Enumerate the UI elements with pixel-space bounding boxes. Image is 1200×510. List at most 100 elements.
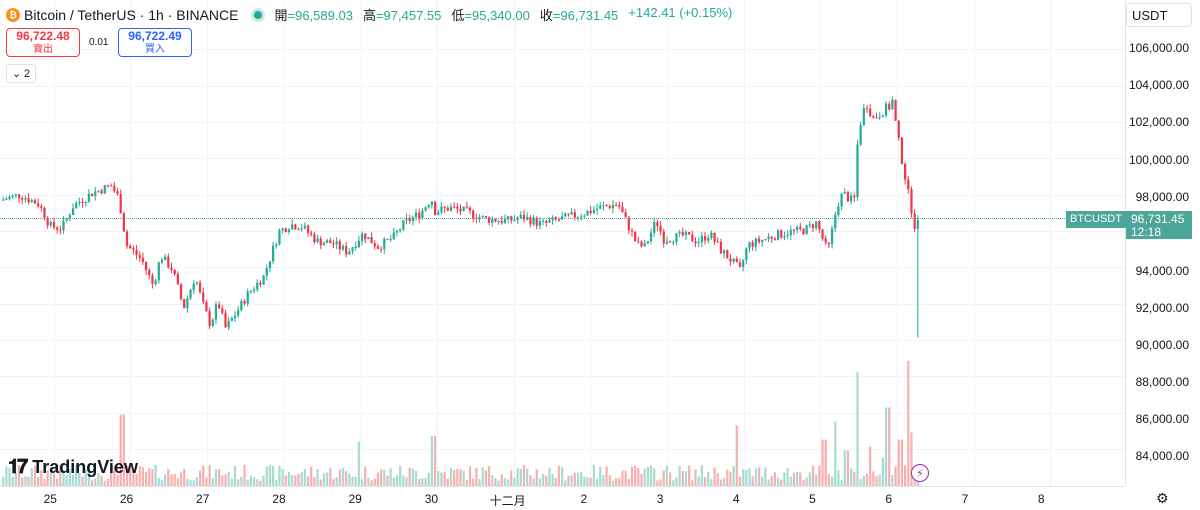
candle [449, 206, 453, 211]
candle [164, 256, 167, 261]
candle [776, 230, 780, 240]
volume-bar [373, 478, 376, 486]
close-label: 收 [539, 8, 553, 23]
volume-bar [824, 439, 827, 486]
candle [773, 238, 777, 240]
settings-icon[interactable]: ⚙ [1156, 490, 1169, 506]
volume-bar [179, 472, 183, 486]
volume-bar [160, 480, 164, 486]
time-tick-label: 30 [424, 492, 439, 506]
candle [481, 215, 484, 218]
volume-bar [751, 476, 754, 486]
lightning-icon[interactable]: ⚡ [911, 464, 929, 482]
volume-bar [75, 464, 78, 486]
candle [364, 233, 367, 240]
volume-bar [437, 470, 440, 486]
indicators-toggle-button[interactable]: ⌄ 2 [6, 64, 36, 83]
candle [827, 242, 830, 244]
volume-bar [370, 480, 373, 486]
volume-bar [716, 473, 719, 486]
volume-bar [189, 480, 192, 486]
volume-bar [46, 470, 49, 486]
volume-bar [297, 474, 300, 486]
volume-bar [478, 479, 481, 486]
candle [65, 218, 68, 221]
volume-bar [872, 471, 875, 486]
countdown-value: 12:18 [1131, 225, 1162, 239]
candle [840, 193, 843, 207]
candle [811, 224, 815, 229]
candle [564, 213, 567, 217]
candle [522, 214, 526, 220]
candle [348, 251, 351, 255]
price-chart[interactable] [0, 0, 1125, 486]
candle [345, 246, 348, 255]
volume-bar [792, 473, 796, 486]
candle [491, 218, 494, 223]
volume-bar [256, 479, 259, 486]
candle [599, 205, 602, 209]
volume-bar [395, 475, 399, 486]
candle [399, 229, 402, 232]
volume-bar [173, 473, 176, 486]
market-status-icon[interactable] [254, 10, 263, 19]
volume-bar [284, 475, 287, 486]
symbol-title[interactable]: Bitcoin / TetherUS · 1h · BINANCE [24, 6, 239, 23]
volume-bar [56, 478, 59, 486]
candle [402, 220, 405, 230]
volume-bar [846, 450, 850, 486]
candle [316, 238, 319, 243]
candle [208, 311, 211, 326]
currency-select[interactable]: USDT [1126, 3, 1192, 27]
candle [735, 258, 738, 263]
time-tick-label: 6 [885, 492, 893, 506]
volume-bar [786, 468, 789, 486]
candle [767, 236, 770, 240]
candle [910, 189, 913, 214]
volume-bar [268, 464, 272, 486]
volume-bar [545, 475, 548, 486]
candle [830, 228, 834, 244]
candle [24, 198, 27, 200]
candle [335, 241, 338, 245]
candle [611, 204, 615, 209]
candle [459, 208, 462, 212]
volume-bar [653, 468, 656, 486]
candle [583, 215, 586, 217]
sell-button[interactable]: 96,722.48 賣出 [6, 28, 80, 57]
volume-bar [529, 475, 532, 486]
volume-bar [97, 472, 100, 486]
gridline [0, 86, 1125, 87]
candle [268, 261, 272, 269]
low-label: 低 [451, 8, 465, 23]
volume-bar [303, 468, 306, 486]
volume-bar [535, 469, 538, 486]
candle [27, 198, 30, 203]
buy-button[interactable]: 96,722.49 買入 [118, 28, 192, 57]
time-tick-label: 3 [656, 492, 664, 506]
candle [637, 241, 640, 243]
candle [189, 289, 192, 299]
volume-bar [707, 471, 710, 486]
volume-bar [703, 477, 707, 486]
volume-bar [465, 479, 468, 486]
volume-bar [830, 476, 834, 486]
volume-bar [516, 468, 519, 486]
volume-bar [611, 480, 615, 486]
volume-bar [68, 468, 71, 486]
volume-bar [570, 475, 573, 486]
candle [443, 206, 446, 208]
price-axis[interactable]: 106,000.00 104,000.00 102,000.00 100,000.00… [1125, 0, 1200, 486]
candle [754, 238, 757, 247]
candle [802, 228, 805, 235]
time-axis[interactable]: 25 26 27 28 29 30 十二月 2 3 4 5 6 7 8 [0, 486, 1125, 510]
candle [148, 270, 151, 276]
candle [338, 241, 341, 250]
candle [392, 232, 395, 240]
candle [138, 255, 141, 258]
volume-bar [608, 475, 611, 486]
gridline [0, 449, 1125, 450]
price-tick-label: 86,000.00 [1135, 412, 1189, 427]
candle [252, 289, 256, 291]
candle [805, 225, 808, 235]
